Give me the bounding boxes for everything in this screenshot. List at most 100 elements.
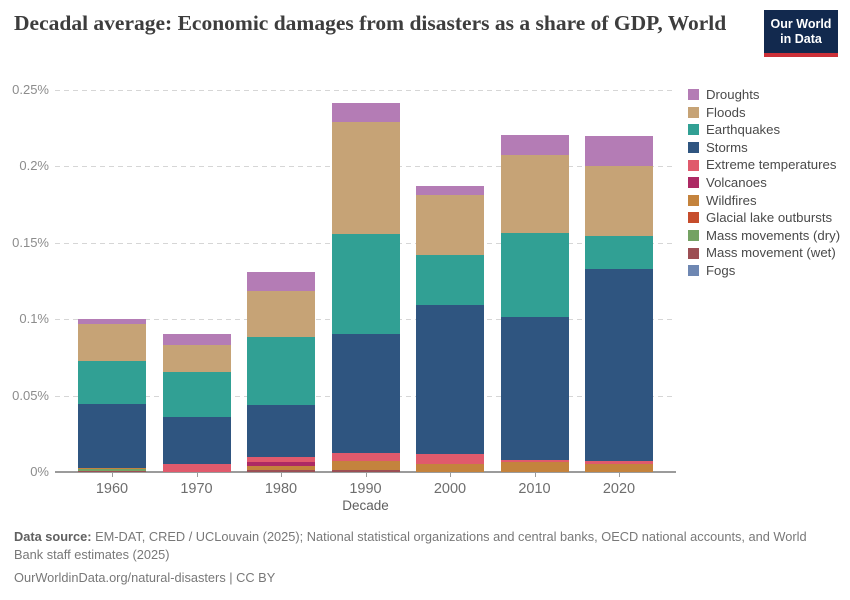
bar-segment-1990-floods[interactable] (331, 122, 400, 235)
bar-segment-2000-earthquakes[interactable] (416, 254, 484, 306)
stacked-bar-2010[interactable] (500, 85, 569, 472)
legend-label-volcanoes: Volcanoes (706, 174, 767, 190)
bar-segment-2010-floods[interactable] (500, 154, 569, 234)
x-axis-tick-label-2000: 2000 (433, 481, 467, 497)
bar-segment-1960-storms[interactable] (78, 403, 146, 469)
page-title: Decadal average: Economic damages from d… (14, 11, 727, 35)
legend-item-wildfires[interactable]: Wildfires (688, 192, 840, 210)
bar-segment-1990-extreme-temperatures[interactable] (331, 452, 400, 461)
stacked-bar-1970[interactable] (162, 85, 231, 472)
legend-swatch-mass-movement-wet (688, 247, 699, 259)
legend-item-volcanoes[interactable]: Volcanoes (688, 174, 840, 192)
bar-segment-2010-droughts[interactable] (500, 135, 569, 155)
bar-segment-1990-mass-movement-wet[interactable] (331, 470, 400, 472)
y-axis-tick-label: 0.25% (12, 81, 49, 97)
bar-segment-1970-extreme-temperatures[interactable] (162, 463, 231, 472)
bar-segment-2000-extreme-temperatures[interactable] (416, 453, 484, 465)
legend-item-earthquakes[interactable]: Earthquakes (688, 121, 840, 139)
bar-segment-2000-droughts[interactable] (416, 185, 484, 196)
legend-item-fogs[interactable]: Fogs (688, 262, 840, 280)
bar-segment-2000-floods[interactable] (416, 195, 484, 255)
bar-segment-2020-droughts[interactable] (585, 136, 653, 166)
bar-segment-1960-mass-movements-dry[interactable] (78, 468, 146, 472)
bar-segment-1970-floods[interactable] (162, 345, 231, 372)
legend-label-storms: Storms (706, 139, 748, 155)
x-axis-tick (281, 472, 282, 477)
bar-segment-2000-storms[interactable] (416, 305, 484, 454)
bar-segment-1980-floods[interactable] (247, 290, 315, 337)
legend-swatch-volcanoes (688, 177, 699, 189)
x-axis-tick (534, 472, 536, 477)
legend-item-storms[interactable]: Storms (688, 139, 840, 157)
legend-item-mass-movements-dry[interactable]: Mass movements (dry) (688, 227, 840, 245)
bar-segment-1990-wildfires[interactable] (331, 460, 400, 471)
legend-item-mass-movement-wet[interactable]: Mass movement (wet) (688, 244, 840, 262)
legend-label-floods: Floods (706, 104, 746, 120)
x-axis-tick (112, 472, 113, 477)
bar-segment-1960-earthquakes[interactable] (78, 361, 146, 404)
stacked-bar-2000[interactable] (416, 85, 484, 472)
bar-segment-1980-droughts[interactable] (247, 271, 315, 291)
bar-segment-2010-extreme-temperatures[interactable] (500, 459, 569, 463)
owid-logo[interactable]: Our World in Data (764, 10, 838, 53)
bar-segment-1980-extreme-temperatures[interactable] (247, 456, 315, 463)
bar-segment-1980-volcanoes[interactable] (247, 462, 315, 466)
legend-item-glacial-lake-outbursts[interactable]: Glacial lake outbursts (688, 209, 840, 227)
legend-swatch-floods (688, 106, 699, 118)
footer-link-line[interactable]: OurWorldinData.org/natural-disasters | C… (14, 570, 276, 585)
legend-swatch-earthquakes (688, 124, 699, 136)
bar-segment-2000-wildfires[interactable] (416, 464, 484, 472)
bar-segment-2010-earthquakes[interactable] (500, 233, 569, 318)
x-axis-tick-label-1990: 1990 (349, 481, 382, 497)
legend-swatch-storms (688, 142, 699, 154)
footer-source-line: Data source: EM-DAT, CRED / UCLouvain (2… (14, 528, 836, 563)
bar-segment-1980-wildfires[interactable] (247, 465, 315, 470)
stacked-bar-2020[interactable] (585, 85, 653, 472)
bar-segment-2020-floods[interactable] (585, 166, 653, 237)
footer: Data source: EM-DAT, CRED / UCLouvain (2… (14, 528, 836, 587)
bar-segment-2020-wildfires[interactable] (585, 464, 653, 472)
y-axis-tick-label: 0.2% (19, 158, 49, 173)
bar-segment-2020-earthquakes[interactable] (585, 236, 653, 269)
bar-segment-1990-droughts[interactable] (331, 102, 400, 123)
bar-segment-1980-earthquakes[interactable] (247, 336, 315, 406)
bar-segment-1980-mass-movement-wet[interactable] (247, 469, 315, 472)
bar-segment-2020-extreme-temperatures[interactable] (585, 461, 653, 465)
bar-segment-1980-storms[interactable] (247, 405, 315, 457)
plot-area: 0% 0.05% 0.1% 0.15% 0.2% 0.25% 1960 1970 1980 199… (12, 82, 676, 497)
y-axis-tick-label: 0.1% (19, 311, 49, 326)
bar-segment-2010-storms[interactable] (500, 317, 569, 460)
bar-segment-2010-wildfires[interactable] (500, 462, 569, 472)
bar-segment-1970-droughts[interactable] (162, 334, 231, 346)
footer-source-text: EM-DAT, CRED / UCLouvain (2025); Nationa… (14, 529, 807, 562)
bar-segment-1960-floods[interactable] (78, 324, 146, 362)
x-axis-tick-label-1970: 1970 (180, 481, 213, 497)
bar-segment-1960-wildfires[interactable] (78, 468, 146, 469)
stacked-bar-1960[interactable] (78, 85, 146, 472)
y-axis-tick-label: 0.05% (12, 387, 49, 403)
legend-swatch-droughts (688, 89, 699, 101)
bar-segment-1960-mass-movement-wet[interactable] (78, 471, 146, 472)
bar-segment-1970-storms[interactable] (162, 416, 231, 464)
legend-item-floods[interactable]: Floods (688, 104, 840, 122)
y-axis-tick-label: 0% (30, 464, 49, 479)
bar-segment-2020-storms[interactable] (585, 268, 653, 462)
x-axis-tick (196, 472, 198, 477)
legend-label-fogs: Fogs (706, 262, 736, 278)
stacked-bar-1980[interactable] (247, 85, 315, 472)
bar-segment-1990-storms[interactable] (331, 333, 400, 453)
legend-swatch-mass-movements-dry (688, 230, 699, 242)
x-axis-tick-label-1980: 1980 (264, 481, 298, 497)
legend-swatch-glacial-lake-outbursts (688, 212, 699, 224)
x-axis-tick-label-2020: 2020 (602, 481, 636, 497)
legend-item-extreme-temperatures[interactable]: Extreme temperatures (688, 156, 840, 174)
stacked-bar-1990[interactable] (331, 85, 400, 472)
bar-segment-1990-earthquakes[interactable] (331, 234, 400, 334)
legend-item-droughts[interactable]: Droughts (688, 86, 840, 104)
x-axis-tick-label-1960: 1960 (95, 481, 129, 497)
legend-label-droughts: Droughts (706, 87, 760, 102)
bar-segment-1960-droughts[interactable] (78, 319, 146, 325)
bar-segment-1970-earthquakes[interactable] (162, 371, 231, 417)
legend-swatch-wildfires (688, 194, 699, 206)
